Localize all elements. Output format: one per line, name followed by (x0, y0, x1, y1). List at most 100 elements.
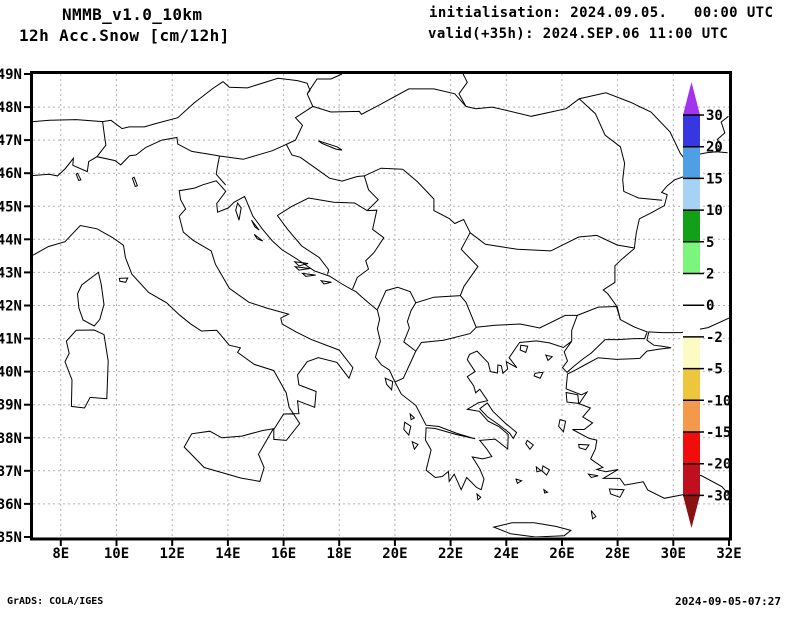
island-path (543, 488, 549, 494)
grads-credit: GrADS: COLA/IGES (7, 596, 104, 607)
lake-path (131, 176, 139, 188)
island-path (235, 201, 242, 221)
island-path (565, 391, 580, 404)
island-path (409, 412, 416, 421)
country-border-path (376, 286, 417, 310)
initialisation-time: initialisation: 2024.09.05. 00:00 UTC (429, 5, 774, 21)
colorbar-segment (683, 336, 700, 369)
country-border-path (363, 175, 379, 211)
island-path (403, 421, 412, 437)
colorbar-label: -20 (706, 457, 731, 473)
lat-tick-label: 36N (0, 497, 22, 513)
island-path (479, 402, 518, 440)
lon-tick-label: 14E (215, 546, 240, 562)
lat-tick-label: 35N (0, 530, 22, 546)
lon-tick-label: 22E (438, 546, 463, 562)
lat-tick-label: 49N (0, 67, 22, 83)
valid-time: valid(+35h): 2024.SEP.06 11:00 UTC (428, 26, 729, 42)
lat-tick-label: 46N (0, 166, 22, 182)
colorbar-segment (683, 146, 700, 179)
country-border-path (222, 74, 343, 95)
island-path (492, 522, 572, 537)
colorbar-segment (683, 115, 700, 147)
country-border-path (577, 305, 621, 320)
island-path (578, 443, 590, 451)
lat-tick-label: 45N (0, 199, 22, 215)
island-path (590, 510, 597, 520)
lat-tick-label: 39N (0, 398, 22, 414)
lon-tick-label: 24E (494, 546, 519, 562)
lat-tick-label: 37N (0, 464, 22, 480)
creation-timestamp: 2024-09-05-07:27 (675, 595, 781, 608)
colorbar-arrow-top (683, 82, 700, 115)
lat-tick-label: 40N (0, 365, 22, 381)
country-border-path (33, 119, 107, 158)
country-border-path (276, 197, 368, 275)
island-path (608, 488, 625, 498)
lake-path (75, 172, 82, 182)
country-border-path (285, 93, 314, 158)
coastline-path (33, 151, 728, 491)
island-path (319, 279, 332, 285)
island-path (544, 354, 554, 362)
colorbar-arrow-bottom (683, 495, 700, 528)
colorbar-label: 2 (706, 267, 714, 283)
lat-tick-label: 43N (0, 265, 22, 281)
country-border-path (465, 98, 663, 201)
lon-tick-label: 28E (605, 546, 630, 562)
island-path (251, 219, 260, 231)
lon-tick-label: 12E (160, 546, 185, 562)
island-path (533, 371, 544, 379)
country-border-path (579, 92, 692, 168)
colorbar-segment (683, 368, 700, 401)
colorbar-label: -10 (706, 393, 731, 409)
country-border-path (394, 232, 479, 383)
map-frame (30, 71, 732, 541)
island-path (587, 473, 599, 479)
colorbar-label: 15 (706, 171, 723, 187)
lat-tick-label: 48N (0, 100, 22, 116)
lon-tick-label: 8E (52, 546, 69, 562)
lon-tick-label: 10E (104, 546, 129, 562)
colorbar-segment (683, 432, 700, 464)
country-border-path (215, 155, 227, 186)
lat-tick-label: 44N (0, 232, 22, 248)
lon-tick-label: 26E (549, 546, 574, 562)
colorbar-segment (683, 241, 700, 274)
country-border-path (415, 295, 477, 352)
lon-tick-label: 16E (271, 546, 296, 562)
island-path (535, 465, 543, 473)
island-path (558, 418, 567, 433)
island-path (476, 492, 482, 501)
country-border-path (469, 232, 634, 252)
lat-tick-label: 47N (0, 133, 22, 149)
lake-path (318, 140, 343, 151)
colorbar-label: -2 (706, 330, 723, 346)
colorbar-segment (683, 178, 700, 211)
country-border-path (33, 136, 287, 177)
island-path (76, 271, 105, 327)
colorbar-label: -15 (706, 425, 731, 441)
island-path (64, 329, 109, 409)
colorbar-segment (683, 305, 700, 337)
island-path (293, 261, 309, 267)
colorbar-segment (683, 273, 700, 306)
colorbar-label: 30 (706, 108, 723, 124)
lat-tick-label: 42N (0, 299, 22, 315)
coastline-path (714, 115, 729, 153)
island-path (525, 439, 535, 451)
island-path (183, 428, 275, 482)
country-border-path (102, 81, 224, 130)
lat-tick-label: 38N (0, 431, 22, 447)
island-path (253, 234, 264, 242)
country-border-path (476, 314, 579, 342)
island-path (519, 344, 529, 354)
product-title: 12h Acc.Snow [cm/12h] (19, 26, 230, 45)
colorbar-segment (683, 210, 700, 242)
colorbar-label: 10 (706, 203, 723, 219)
colorbar-label: 20 (706, 140, 723, 156)
country-border-path (352, 209, 385, 290)
